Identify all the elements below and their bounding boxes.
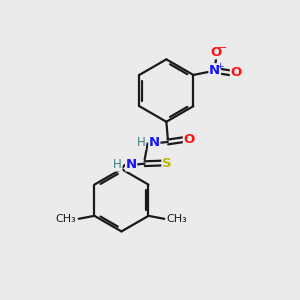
Text: N: N <box>149 136 160 149</box>
Text: H: H <box>136 136 145 149</box>
Text: −: − <box>218 43 227 52</box>
Text: S: S <box>162 157 172 169</box>
Text: O: O <box>211 46 222 59</box>
Text: N: N <box>126 158 137 171</box>
Text: CH₃: CH₃ <box>167 214 188 224</box>
Text: +: + <box>216 62 223 71</box>
Text: H: H <box>113 158 122 171</box>
Text: N: N <box>209 64 220 77</box>
Text: CH₃: CH₃ <box>56 214 76 224</box>
Text: O: O <box>184 133 195 146</box>
Text: O: O <box>230 66 242 80</box>
